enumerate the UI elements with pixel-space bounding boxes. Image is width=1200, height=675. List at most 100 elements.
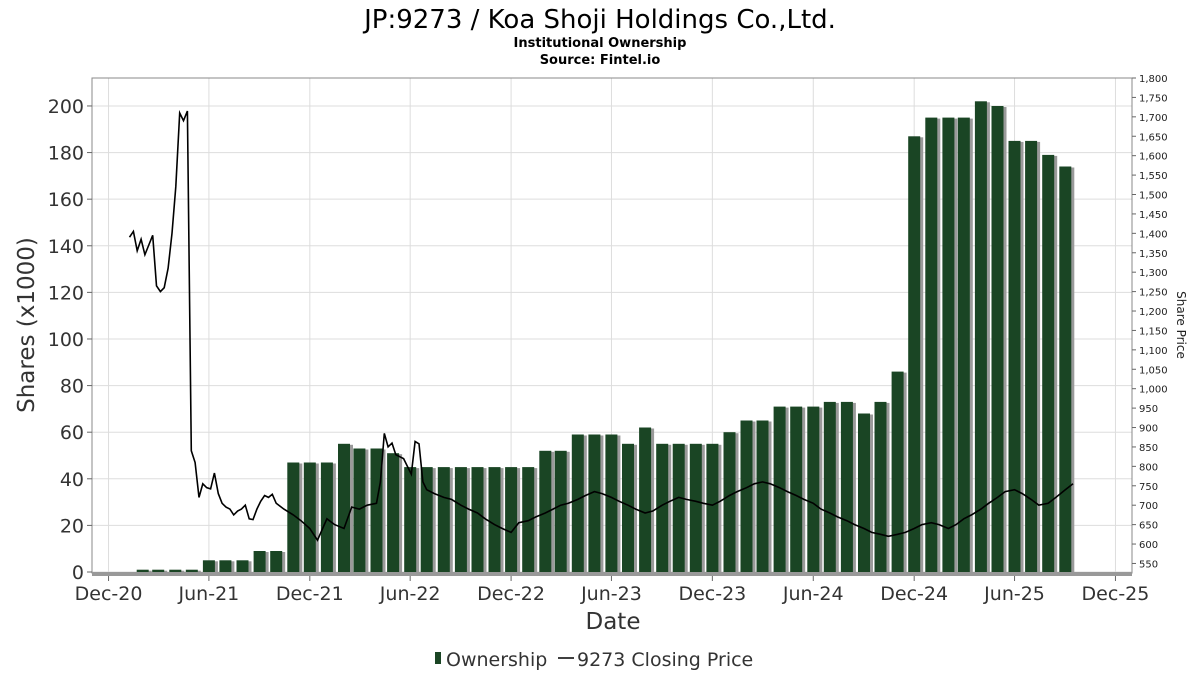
y2-tick-label: 1,300 bbox=[1139, 268, 1168, 279]
ownership-bar-face bbox=[539, 450, 552, 572]
ownership-bar-face bbox=[236, 560, 249, 572]
ownership-bar bbox=[253, 551, 269, 572]
ownership-bar-face bbox=[588, 434, 601, 572]
ownership-bar-face bbox=[908, 136, 921, 573]
ownership-bar bbox=[270, 551, 286, 572]
ownership-bar bbox=[320, 462, 336, 572]
x-tick-label: Jun-23 bbox=[580, 583, 642, 605]
ownership-bar bbox=[370, 448, 386, 572]
ownership-bar bbox=[723, 432, 739, 572]
x-tick-label: Jun-24 bbox=[782, 583, 844, 605]
ownership-bar-face bbox=[488, 467, 501, 572]
ownership-bar bbox=[622, 443, 637, 572]
ownership-bar-face bbox=[656, 443, 669, 572]
x-axis-bar bbox=[92, 572, 1132, 576]
ownership-bar bbox=[353, 448, 369, 572]
y-tick-label: 60 bbox=[60, 422, 84, 444]
ownership-bars bbox=[136, 101, 1075, 573]
ownership-bar bbox=[1008, 140, 1024, 572]
ownership-bar-face bbox=[740, 420, 753, 572]
y2-tick-label: 1,250 bbox=[1139, 288, 1168, 299]
y-tick-label: 120 bbox=[48, 282, 84, 304]
ownership-bar-face bbox=[840, 401, 853, 572]
ownership-bar bbox=[672, 443, 688, 572]
ownership-bar-face bbox=[858, 413, 870, 572]
ownership-bar-face bbox=[522, 467, 535, 572]
ownership-bar-face bbox=[622, 443, 634, 572]
y2-tick-label: 1,400 bbox=[1139, 229, 1168, 240]
ownership-bar-face bbox=[605, 434, 618, 572]
legend-ownership-label: Ownership bbox=[446, 649, 547, 671]
ownership-bar bbox=[891, 371, 907, 572]
x-tick-label: Dec-22 bbox=[477, 583, 545, 605]
ownership-bar bbox=[454, 467, 470, 572]
legend: Ownership 9273 Closing Price bbox=[435, 649, 753, 671]
ownership-bar bbox=[387, 453, 403, 572]
ownership-bar bbox=[1059, 166, 1075, 572]
ownership-bar-face bbox=[185, 569, 198, 572]
y2-axis-label: Share Price bbox=[1174, 291, 1188, 359]
ownership-bar-face bbox=[689, 443, 702, 572]
y2-tick-label: 600 bbox=[1139, 540, 1158, 551]
ownership-bar-face bbox=[152, 569, 165, 572]
y-tick-label: 180 bbox=[48, 143, 84, 165]
y-axis-right-ticks: 550 600 650 700 750 800 850 900 950 1,000 1,050 1,1… bbox=[1132, 74, 1168, 570]
ownership-bar bbox=[554, 450, 570, 572]
y2-tick-label: 1,200 bbox=[1139, 307, 1168, 318]
ownership-bar bbox=[790, 406, 806, 572]
ownership-bar-face bbox=[991, 106, 1004, 572]
y2-tick-label: 1,700 bbox=[1139, 113, 1168, 124]
ownership-bar bbox=[236, 560, 252, 572]
ownership-bar bbox=[605, 434, 621, 572]
y2-tick-label: 900 bbox=[1139, 424, 1158, 435]
ownership-bar bbox=[219, 560, 235, 572]
ownership-bar-face bbox=[554, 450, 567, 572]
y2-tick-label: 1,800 bbox=[1139, 74, 1168, 85]
ownership-bar-face bbox=[957, 117, 970, 572]
y-tick-label: 80 bbox=[60, 376, 84, 398]
ownership-bar-face bbox=[338, 443, 350, 572]
ownership-bar-face bbox=[723, 432, 736, 572]
ownership-bar bbox=[740, 420, 756, 572]
y2-tick-label: 950 bbox=[1139, 404, 1158, 415]
ownership-bar bbox=[287, 462, 303, 572]
ownership-bar bbox=[991, 106, 1007, 572]
ownership-bar bbox=[942, 117, 958, 572]
ownership-bar-face bbox=[1042, 154, 1055, 572]
ownership-bar-face bbox=[639, 427, 652, 572]
ownership-bar bbox=[823, 401, 839, 572]
y-axis-left-ticks: 0 20 40 60 80 100 120 140 160 180 200 bbox=[48, 96, 92, 584]
ownership-bar-face bbox=[807, 406, 820, 572]
x-tick-label: Dec-25 bbox=[1082, 583, 1150, 605]
ownership-bar bbox=[858, 413, 873, 572]
ownership-bar-face bbox=[253, 551, 266, 572]
x-tick-label: Dec-24 bbox=[880, 583, 948, 605]
y2-tick-label: 1,350 bbox=[1139, 249, 1168, 260]
ownership-bar-face bbox=[756, 420, 769, 572]
ownership-bar-face bbox=[370, 448, 383, 572]
legend-ownership-swatch bbox=[435, 652, 441, 664]
ownership-bar bbox=[136, 569, 152, 572]
y2-tick-label: 1,100 bbox=[1139, 346, 1168, 357]
ownership-bar-face bbox=[136, 569, 149, 572]
chart-subtitle: Institutional Ownership bbox=[514, 36, 687, 51]
ownership-bar-face bbox=[169, 569, 182, 572]
y-tick-label: 0 bbox=[72, 562, 84, 584]
ownership-bar bbox=[656, 443, 672, 572]
ownership-bar-face bbox=[874, 401, 887, 572]
y2-tick-label: 650 bbox=[1139, 521, 1158, 532]
ownership-bar bbox=[202, 560, 218, 572]
ownership-bar-face bbox=[219, 560, 232, 572]
ownership-bar bbox=[488, 467, 504, 572]
ownership-bar bbox=[840, 401, 856, 572]
ownership-bar-face bbox=[420, 467, 433, 572]
ownership-bar bbox=[185, 569, 201, 572]
y-tick-label: 140 bbox=[48, 236, 84, 258]
ownership-bar-face bbox=[437, 467, 450, 572]
y2-tick-label: 750 bbox=[1139, 482, 1158, 493]
ownership-bar bbox=[404, 467, 420, 572]
legend-price-label: 9273 Closing Price bbox=[577, 649, 753, 671]
y2-tick-label: 550 bbox=[1139, 559, 1158, 570]
ownership-bar-face bbox=[287, 462, 300, 572]
